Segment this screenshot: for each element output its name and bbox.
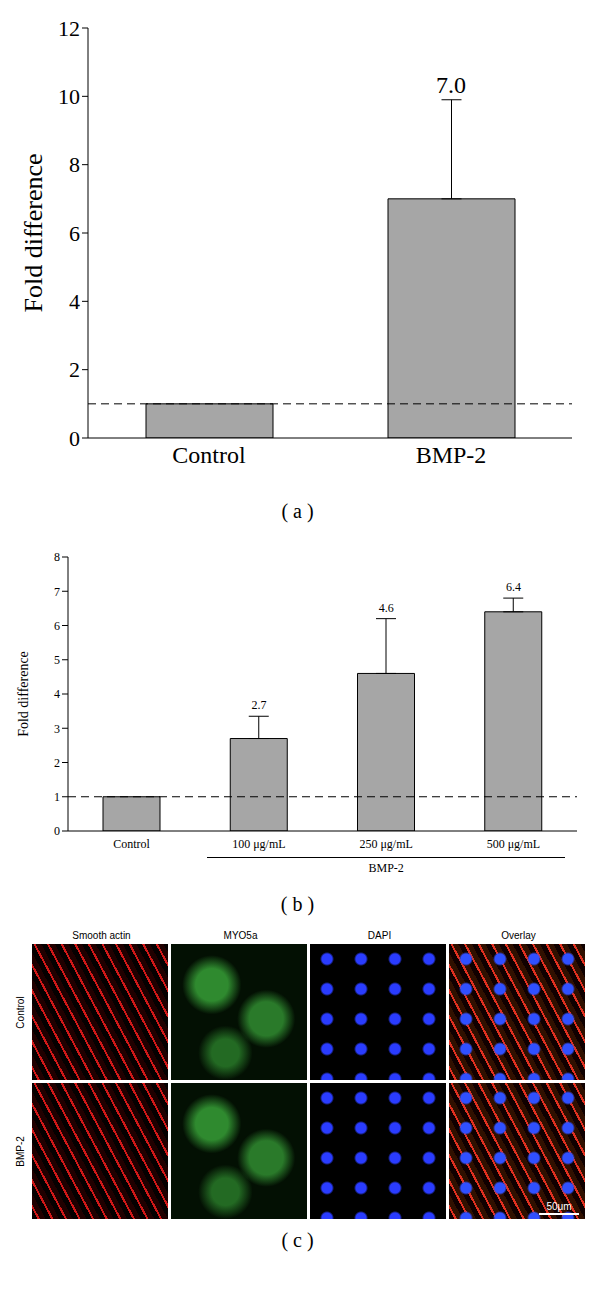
- svg-text:0: 0: [69, 426, 80, 451]
- svg-text:5: 5: [54, 653, 60, 667]
- svg-text:10: 10: [58, 84, 80, 109]
- html-text:BMP-2: BMP-2: [368, 861, 404, 875]
- svg-text:100 μg/mL: 100 μg/mL: [232, 837, 285, 851]
- svg-text:4: 4: [54, 687, 60, 701]
- html-text:Smooth actin: Smooth actin: [72, 930, 131, 941]
- svg-text:6: 6: [69, 221, 80, 246]
- html-text:(c): (c): [281, 1229, 319, 1251]
- svg-text:4: 4: [69, 289, 80, 314]
- html-text:(a): (a): [281, 500, 319, 522]
- svg-text:2.7: 2.7: [251, 698, 266, 712]
- html-text:BMP-2: BMP-2: [14, 1135, 26, 1167]
- svg-text:6: 6: [54, 619, 60, 633]
- svg-text:Control: Control: [172, 442, 246, 468]
- svg-text:6.4: 6.4: [506, 580, 521, 594]
- html-text:Control: Control: [14, 995, 26, 1029]
- svg-text:12: 12: [58, 16, 80, 41]
- svg-text:2: 2: [54, 756, 60, 770]
- svg-text:1: 1: [54, 790, 60, 804]
- svg-text:8: 8: [54, 550, 60, 564]
- svg-text:500 μg/mL: 500 μg/mL: [487, 837, 540, 851]
- svg-text:Fold difference: Fold difference: [19, 153, 48, 312]
- svg-text:3: 3: [54, 722, 60, 736]
- svg-text:7.0: 7.0: [436, 72, 466, 98]
- svg-text:8: 8: [69, 152, 80, 177]
- html-text:Overlay: Overlay: [501, 930, 536, 941]
- html-text:DAPI: DAPI: [367, 930, 392, 941]
- html-text:MYO5a: MYO5a: [223, 930, 258, 941]
- svg-text:4.6: 4.6: [379, 601, 394, 615]
- svg-text:Fold difference: Fold difference: [16, 651, 31, 737]
- svg-text:7: 7: [54, 585, 60, 599]
- svg-text:250 μg/mL: 250 μg/mL: [359, 837, 412, 851]
- html-text:(b): (b): [280, 893, 320, 915]
- svg-text:0: 0: [54, 824, 60, 838]
- svg-text:BMP-2: BMP-2: [416, 442, 487, 468]
- svg-text:2: 2: [69, 357, 80, 382]
- html-text:50μm: 50μm: [546, 1201, 572, 1212]
- svg-text:Control: Control: [113, 837, 150, 851]
